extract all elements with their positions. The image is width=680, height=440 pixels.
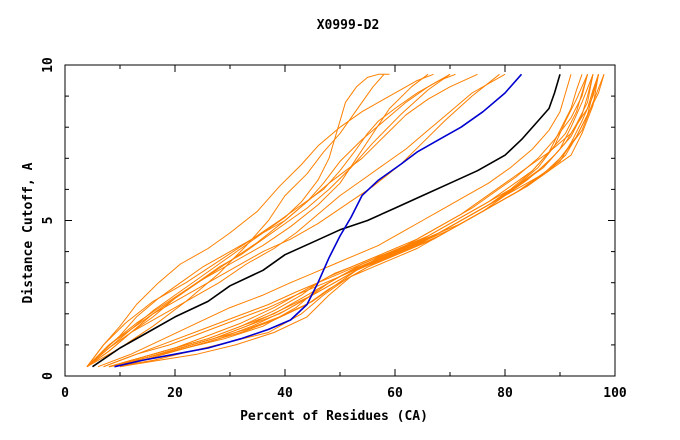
series-line-model-16 xyxy=(97,74,572,368)
series-line-highlight xyxy=(114,73,523,368)
series-line-model-22 xyxy=(103,74,588,368)
plot-frame xyxy=(64,64,616,377)
x-tick-label-100: 100 xyxy=(603,386,627,401)
x-tick-label-40: 40 xyxy=(277,386,293,401)
series-line-model-02 xyxy=(86,73,434,368)
series-line-model-04 xyxy=(86,73,500,368)
series-line-reference xyxy=(92,74,561,368)
ticks-layer: 0 20 40 60 80 100 0 5 10 xyxy=(41,57,627,401)
series-line-model-03 xyxy=(86,73,506,368)
series-line-model-05 xyxy=(86,73,456,368)
x-tick-label-0: 0 xyxy=(61,386,69,401)
x-axis-label: Percent of Residues (CA) xyxy=(240,409,428,424)
y-axis-label: Distance Cutoff, A xyxy=(21,162,36,303)
x-tick-label-80: 80 xyxy=(497,386,513,401)
series-line-model-11 xyxy=(108,74,599,368)
y-tick-label-0: 0 xyxy=(41,372,56,380)
series-line-model-19 xyxy=(119,74,605,368)
chart-title: X0999-D2 xyxy=(317,18,380,33)
series-line-model-08 xyxy=(86,73,390,368)
series-line-model-10 xyxy=(86,73,451,368)
series-line-model-14 xyxy=(103,74,588,368)
x-tick-label-60: 60 xyxy=(387,386,403,401)
series-line-model-09 xyxy=(86,73,385,368)
series-line-model-17 xyxy=(108,74,599,368)
series-line-model-23 xyxy=(119,74,599,368)
series-line-model-24 xyxy=(108,74,594,368)
series-line-model-07 xyxy=(86,73,451,368)
y-tick-label-10: 10 xyxy=(41,57,56,73)
series-line-model-18 xyxy=(114,74,605,368)
y-tick-label-5: 5 xyxy=(41,217,56,225)
series-layer xyxy=(86,73,605,368)
series-line-model-15 xyxy=(114,74,599,368)
x-tick-label-20: 20 xyxy=(167,386,183,401)
